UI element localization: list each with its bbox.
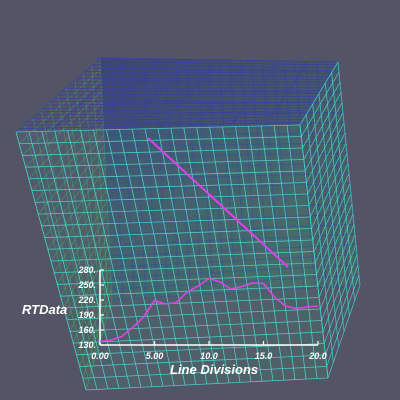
line-plot-overlay: 130. 160. 190. 220. 250. 280. 0.00 5.00 10.0 15.0… [22,265,327,377]
x-tick-label: 15.0 [255,351,273,361]
cube-right-face-line [308,132,346,206]
y-tick-label: 220. [77,295,96,305]
cube-right-face-line [302,82,341,149]
cube-front-face-line [85,377,329,391]
cube-right-face-line [309,142,347,218]
cube-right-face-line [306,112,344,183]
x-tick-label: 0.00 [91,351,109,361]
cube-right-face-line [321,234,356,321]
x-axis-title: Line Divisions [170,362,258,377]
cube-right-face-line [303,92,342,160]
cube-top-face-line [15,57,101,133]
y-tick-label: 280. [77,265,96,275]
cube-front-face-line [66,308,321,321]
cube-right-face-line [326,274,360,367]
cube-top-face-line [122,59,190,130]
cube-right-face-line [311,153,348,229]
cube-right-face-line [314,183,351,264]
plot-axes [99,269,319,346]
cube-right-face-line [299,61,339,126]
cube-right-face-line [323,254,358,344]
cube-front-face-line [70,320,322,332]
cube-front-face-line [31,182,307,192]
cube-front-face-line [82,366,327,379]
y-tick-label: 160. [78,325,96,335]
cube-front-face-line [15,124,301,133]
cube-right-face-line [319,224,355,310]
cube-top-face [15,57,339,133]
cube-front-face-line [73,331,323,344]
cube-right-face-line [327,284,361,379]
cube-right-face-line [317,203,353,287]
cube-front-face-line [54,262,316,274]
cube-right-face [299,61,361,379]
cube-front-face-line [35,193,308,203]
cube-front-face [15,124,329,391]
cube-right-face-line [312,163,349,241]
cube-front-face-line [47,239,313,250]
x-tick-label: 5.00 [146,351,164,361]
cube-right-face-line [318,213,354,298]
x-tick-label: 10.0 [200,351,218,361]
cube-front-face-line [44,228,312,238]
cube-front-face-line [19,136,302,145]
plot-tick-labels: 130. 160. 190. 220. 250. 280. 0.00 5.00 10.0 15.0… [77,265,326,361]
cube-right-face-line [307,122,345,195]
cube-back-face-line [100,68,340,73]
cube-front-face-line [38,205,309,215]
wireframe-cube-mesh [15,57,361,391]
cube-right-face-line [304,102,343,172]
cube-right-face-line [313,173,350,252]
cube-front-face-line [28,170,306,180]
y-axis-title: RTData [22,302,67,317]
cube-top-face-line [193,60,250,128]
cube-top-face-line [86,58,160,131]
cube-top-face-line [51,58,131,132]
y-tick-label: 130. [78,340,96,350]
cube-front-face-line [79,354,326,367]
y-tick-label: 190. [78,310,96,320]
cube-top-face-line [157,59,220,129]
cube-top-face-line [264,61,309,127]
cube-right-face-line [316,193,352,275]
cube-front-face-line [41,216,311,227]
cube-top-face-line [228,60,279,128]
cube-right-face-line [300,71,340,137]
rtdata-curve [99,277,319,343]
cube-front-face-line [50,251,315,262]
y-tick-label: 250. [77,280,96,290]
cube-right-face-line [322,244,357,333]
cube-front-face-line [25,159,304,168]
x-tick-label: 20.0 [308,351,327,361]
cube-right-face-line [325,264,359,356]
probe-line-widget[interactable] [147,137,289,268]
cube-back-face-line [103,122,345,125]
